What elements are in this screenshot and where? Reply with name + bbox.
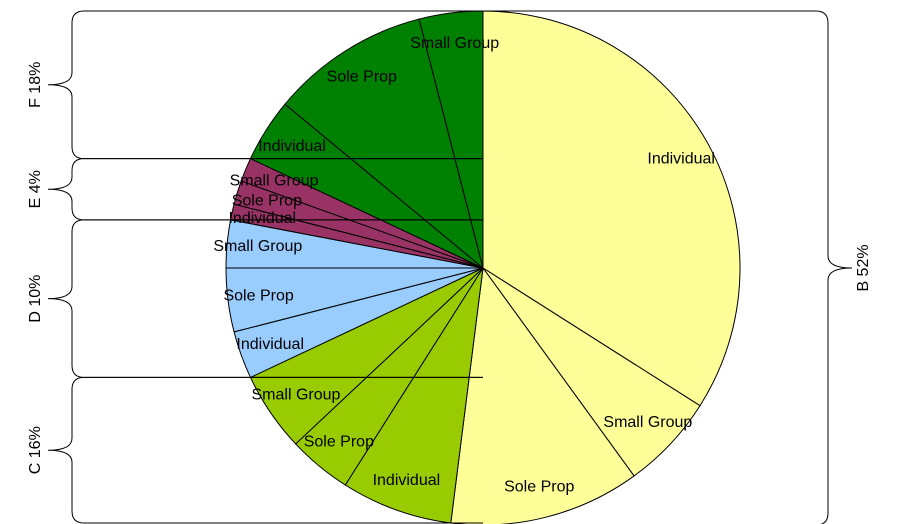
group-labels: B 52% C 16% D 10% E 4% F 18% <box>27 62 872 475</box>
group-label-f: F 18% <box>27 62 44 108</box>
slice-label: Individual <box>373 472 441 489</box>
group-label-b: B 52% <box>855 244 872 291</box>
slice-label: Small Group <box>603 414 692 431</box>
slice-label: Individual <box>647 150 715 167</box>
slice-label: Individual <box>258 138 326 155</box>
slice-label: Sole Prop <box>327 68 397 85</box>
group-brace-f <box>47 10 483 160</box>
pie-slice-f-sole-prop <box>284 18 484 270</box>
slice-label: Sole Prop <box>232 193 302 210</box>
group-label-e: E 4% <box>27 170 44 208</box>
pie-slices <box>225 10 741 524</box>
group-label-d: D 10% <box>27 275 44 323</box>
slice-label: Small Group <box>230 173 319 190</box>
slice-label: Small Group <box>213 238 302 255</box>
slice-label: Small Group <box>410 35 499 52</box>
slice-label: Individual <box>236 336 304 353</box>
group-brace-d <box>47 219 483 378</box>
slice-label: Sole Prop <box>223 288 293 305</box>
slice-label: Sole Prop <box>504 478 574 495</box>
slice-label: Sole Prop <box>304 433 374 450</box>
pie-slice-b-individual <box>482 10 741 407</box>
slice-label: Individual <box>228 210 296 227</box>
group-brace-b <box>483 10 853 524</box>
group-braces <box>47 10 853 524</box>
group-brace-e <box>47 158 483 221</box>
slice-label: Small Group <box>251 386 340 403</box>
pie-slice-b-sole-prop <box>450 266 635 524</box>
group-brace-c <box>47 376 483 524</box>
group-label-c: C 16% <box>27 426 44 474</box>
